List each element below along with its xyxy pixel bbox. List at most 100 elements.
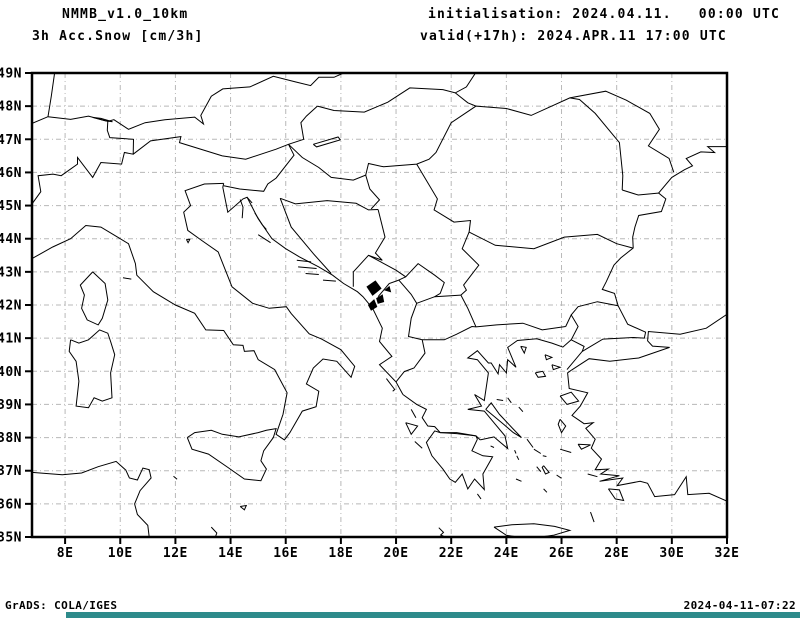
coastline-path [485, 401, 522, 439]
snow-contour-patch [367, 299, 378, 311]
island-path [516, 455, 520, 461]
creation-timestamp-label: 2024-04-11-07:22 [683, 599, 796, 612]
axes-layer: 35N 36N 37N 38N 39N 40N 41N 42N 43N 44N 45N 46N 47N 4… [0, 67, 739, 562]
coastline-path [173, 475, 178, 480]
latitude-tick-label: 46N [0, 166, 22, 181]
latitude-tick-label: 49N [0, 67, 22, 82]
latitude-tick-label: 38N [0, 431, 22, 446]
island-path [551, 364, 562, 371]
island-path [410, 409, 417, 418]
island-path [476, 493, 482, 500]
island-path [496, 399, 504, 401]
island-path [536, 466, 542, 473]
island-path [414, 441, 423, 449]
island-path [298, 266, 317, 269]
coastline-path [210, 526, 218, 537]
coastline-path [222, 183, 404, 395]
longitude-tick-label: 10E [108, 546, 133, 561]
island-path [518, 406, 524, 413]
latitude-tick-label: 36N [0, 497, 22, 512]
longitude-tick-label: 16E [273, 546, 298, 561]
island-path [534, 370, 547, 378]
latitude-tick-label: 43N [0, 265, 22, 280]
snow-contour-patch [376, 294, 385, 304]
longitude-tick-label: 32E [715, 546, 740, 561]
longitude-tick-label: 12E [163, 546, 188, 561]
longitude-tick-label: 22E [439, 546, 464, 561]
country-border-path [280, 197, 379, 211]
country-border-path [569, 97, 624, 191]
coastline-path [466, 338, 572, 450]
country-border-path [460, 231, 480, 296]
island-path [305, 273, 319, 275]
island-path [543, 488, 548, 493]
country-border-path [32, 121, 135, 205]
country-border-path [365, 174, 381, 210]
island-path [507, 397, 512, 404]
country-border-path [622, 189, 660, 196]
longitude-tick-label: 8E [57, 546, 74, 561]
island-path [542, 455, 547, 457]
country-border-path [475, 322, 566, 331]
island-path [557, 418, 567, 434]
island-path [544, 354, 554, 361]
island-path [514, 450, 517, 454]
country-border-path [279, 198, 332, 274]
country-border-path [377, 279, 426, 383]
island-path [239, 199, 244, 219]
country-border-path [368, 254, 445, 298]
island-path [556, 474, 562, 479]
country-border-path [398, 276, 406, 281]
country-border-path [475, 90, 675, 173]
latitude-tick-label: 41N [0, 332, 22, 347]
coastline-path [312, 136, 342, 148]
product-title: 3h Acc.Snow [cm/3h] [32, 29, 204, 44]
coastline-path [186, 427, 277, 482]
coastline-path [79, 271, 109, 326]
latitude-tick-label: 44N [0, 232, 22, 247]
island-path [559, 448, 572, 453]
longitude-tick-label: 28E [604, 546, 629, 561]
longitude-tick-label: 18E [328, 546, 353, 561]
longitude-tick-label: 30E [659, 546, 684, 561]
coastline-path [581, 146, 727, 352]
country-border-path [570, 301, 619, 316]
country-border-path [288, 105, 318, 145]
coastline-path [567, 369, 727, 502]
latitude-tick-label: 42N [0, 299, 22, 314]
latitude-tick-label: 47N [0, 133, 22, 148]
island-path [590, 511, 595, 523]
coastline-path [32, 182, 356, 441]
latitude-tick-label: 39N [0, 398, 22, 413]
island-path [322, 279, 336, 282]
coastline-path [185, 238, 191, 244]
island-path [296, 259, 312, 263]
island-path [559, 391, 580, 405]
latitude-tick-label: 48N [0, 100, 22, 115]
coastline-path [239, 504, 248, 511]
snow-contour-patch [383, 285, 392, 293]
island-path [246, 196, 253, 204]
country-border-path [468, 231, 633, 250]
initialisation-label: initialisation: 2024.04.11. 00:00 UTC [428, 7, 781, 22]
country-border-path [32, 73, 56, 124]
grads-credit-label: GrADS: COLA/IGES [5, 599, 118, 612]
island-path [577, 443, 591, 450]
country-border-path [565, 313, 579, 341]
longitude-tick-label: 14E [218, 546, 243, 561]
island-path [533, 448, 542, 454]
island-path [254, 212, 267, 230]
country-border-path [47, 73, 344, 130]
valid-time-label: valid(+17h): 2024.APR.11 17:00 UTC [420, 29, 727, 44]
island-path [526, 438, 534, 448]
country-border-path [416, 294, 461, 304]
lat-lon-grid [32, 73, 727, 537]
country-border-path [352, 209, 386, 287]
coastline-path [438, 527, 446, 537]
island-path [607, 488, 625, 502]
coastline-path [425, 430, 494, 492]
country-border-path [288, 92, 478, 181]
coastline-path [566, 339, 585, 370]
latitude-tick-label: 45N [0, 199, 22, 214]
